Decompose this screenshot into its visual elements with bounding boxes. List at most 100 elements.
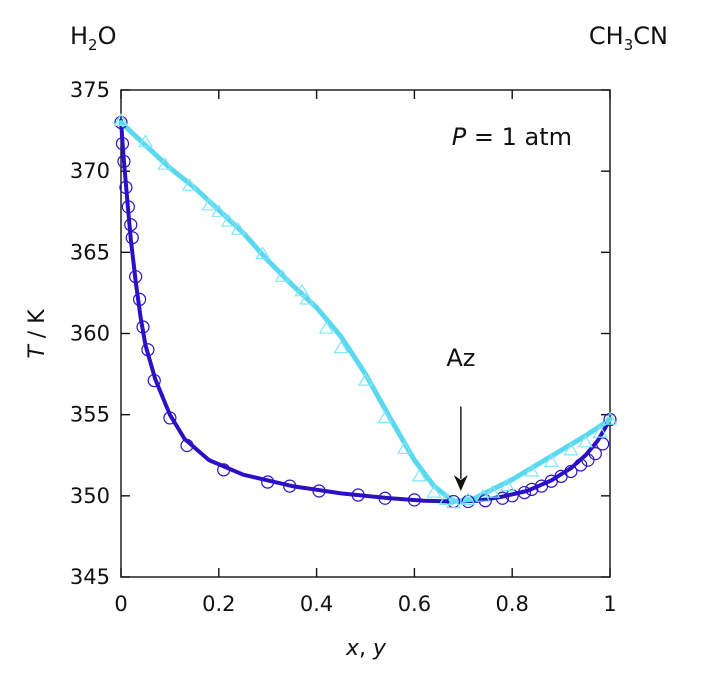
text-part: T xyxy=(25,344,50,359)
data-point-liquid xyxy=(574,458,588,472)
data-point-liquid xyxy=(114,115,128,130)
data-point-vapor xyxy=(438,492,454,505)
y-tick-label: 370 xyxy=(70,159,110,183)
data-point-liquid xyxy=(517,485,532,500)
text-part: x xyxy=(345,636,360,661)
data-point-vapor xyxy=(333,340,349,354)
text-part: H xyxy=(70,22,88,50)
x-tick-label: 0.6 xyxy=(398,592,431,616)
text-part: / K xyxy=(25,309,50,345)
data-point-liquid xyxy=(461,494,475,509)
data-point-liquid xyxy=(505,489,519,503)
data-point-liquid xyxy=(124,218,138,232)
data-point-vapor xyxy=(294,283,310,297)
x-tick-label: 0.2 xyxy=(202,592,235,616)
data-point-vapor xyxy=(460,492,476,505)
data-point-liquid xyxy=(407,493,421,507)
data-point-vapor xyxy=(592,424,608,438)
y-tick-label: 350 xyxy=(70,484,110,508)
axis-tick-labels: 0 0.2 0.4 0.6 0.8 1 345 350 355 360 365 370 375 xyxy=(70,78,617,616)
text-part: O xyxy=(98,22,117,50)
y-axis-title: T / K xyxy=(25,309,50,359)
data-point-liquid xyxy=(115,136,130,151)
data-point-vapor xyxy=(499,478,515,492)
data-point-vapor xyxy=(299,291,315,305)
text-part: y xyxy=(372,636,387,661)
data-point-vapor xyxy=(113,113,129,127)
data-point-liquid xyxy=(351,488,365,502)
text-part: = 1 atm xyxy=(466,123,572,151)
data-point-liquid xyxy=(147,373,161,388)
data-point-liquid xyxy=(525,482,539,496)
series-markers-vapor xyxy=(113,113,618,509)
plot-frame xyxy=(120,89,611,578)
y-tick-label: 345 xyxy=(70,565,110,589)
text-part: P xyxy=(452,123,467,151)
series-liquid xyxy=(119,118,612,504)
azeotrope-label: Az xyxy=(446,344,475,372)
series-markers-liquid xyxy=(114,115,617,509)
data-point-vapor xyxy=(221,213,237,227)
text-part: 2 xyxy=(88,36,98,54)
text-part: , xyxy=(359,636,373,661)
data-point-liquid xyxy=(117,154,131,169)
data-point-vapor xyxy=(577,434,594,448)
data-point-liquid xyxy=(125,231,139,245)
data-point-vapor xyxy=(318,320,334,334)
data-point-vapor xyxy=(445,495,462,509)
azeotrope-arrow-head xyxy=(453,474,468,491)
data-point-vapor xyxy=(377,410,393,424)
data-point-vapor xyxy=(357,372,374,386)
component-label-left: H2O xyxy=(70,22,116,54)
data-point-liquid xyxy=(217,463,231,477)
data-point-liquid xyxy=(596,437,610,451)
data-point-liquid xyxy=(588,447,602,461)
data-point-vapor xyxy=(201,197,217,211)
data-point-vapor xyxy=(475,488,491,502)
x-tick-label: 1 xyxy=(603,592,616,616)
data-point-liquid xyxy=(121,200,135,214)
data-point-vapor xyxy=(426,484,442,498)
data-point-liquid xyxy=(119,180,133,194)
pressure-annotation: P = 1 atm xyxy=(452,123,572,151)
series-vapor xyxy=(118,120,613,504)
data-point-liquid xyxy=(378,491,392,505)
x-tick-label: 0.4 xyxy=(300,592,333,616)
data-point-vapor xyxy=(137,134,153,148)
data-point-vapor xyxy=(543,454,559,467)
data-point-liquid xyxy=(132,292,147,307)
data-point-vapor xyxy=(397,441,413,454)
data-point-vapor xyxy=(524,463,540,477)
x-tick-label: 0.8 xyxy=(495,592,528,616)
data-point-vapor xyxy=(181,178,198,191)
data-point-vapor xyxy=(602,411,618,425)
axis-ticks xyxy=(120,89,611,578)
data-point-liquid xyxy=(163,411,177,425)
data-point-liquid xyxy=(129,270,143,284)
text-part: CH xyxy=(589,22,624,50)
data-point-vapor xyxy=(411,468,427,482)
data-point-vapor xyxy=(255,246,271,260)
data-point-liquid xyxy=(180,438,194,453)
series-line-vapor xyxy=(118,120,613,504)
y-tick-label: 360 xyxy=(70,322,110,346)
data-point-vapor xyxy=(485,484,501,498)
y-tick-label: 355 xyxy=(70,403,110,427)
data-point-liquid xyxy=(312,484,326,498)
data-point-vapor xyxy=(211,204,227,217)
x-axis-title: x, y xyxy=(345,636,387,661)
data-point-liquid xyxy=(283,479,297,493)
data-point-liquid xyxy=(581,453,595,467)
data-point-liquid xyxy=(136,320,150,334)
x-tick-label: 0 xyxy=(114,592,127,616)
text-part: 3 xyxy=(624,36,634,54)
y-tick-label: 365 xyxy=(70,240,110,264)
series-layer xyxy=(113,113,618,509)
data-point-liquid xyxy=(141,343,155,357)
series-line-liquid xyxy=(119,118,612,504)
text-part: CN xyxy=(633,22,668,50)
y-tick-label: 375 xyxy=(70,78,110,102)
data-point-vapor xyxy=(157,157,173,170)
data-point-liquid xyxy=(261,475,275,489)
